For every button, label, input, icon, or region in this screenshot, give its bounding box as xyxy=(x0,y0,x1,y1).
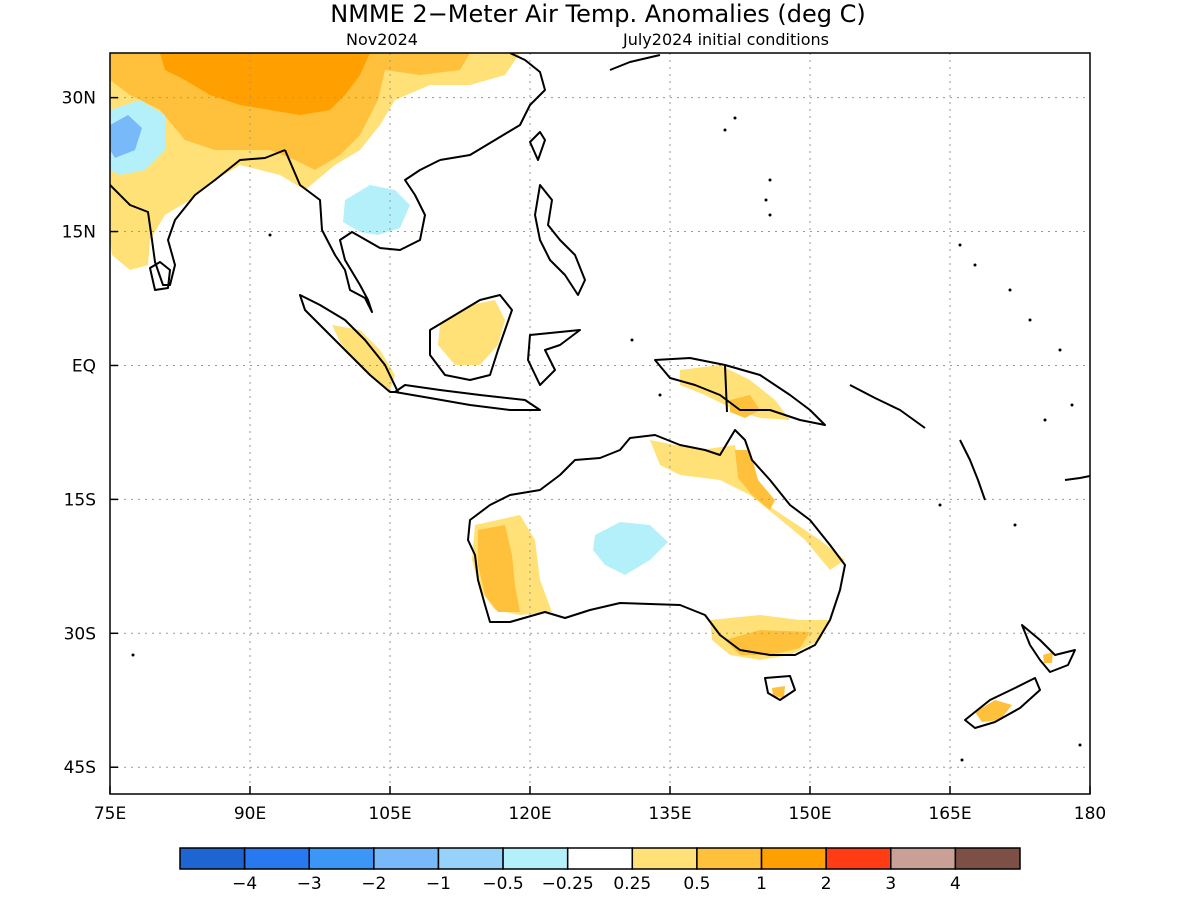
map-frame xyxy=(109,52,1091,795)
colorbar-swatch xyxy=(890,847,957,870)
map-subtitle-right: July2024 initial conditions xyxy=(622,30,829,49)
colorbar: −4 −3 −2 −1 −0.5 −0.25 0.25 0.5 1 2 3 4 xyxy=(179,847,1021,894)
y-tick-label: 30N xyxy=(62,89,96,109)
coastlines xyxy=(110,53,1090,729)
colorbar-label: 4 xyxy=(950,874,961,894)
colorbar-swatch xyxy=(502,847,569,870)
map-subtitle-left: Nov2024 xyxy=(346,30,418,49)
colorbar-label: 2 xyxy=(821,874,832,894)
colorbar-swatch xyxy=(954,847,1021,870)
colorbar-swatch xyxy=(243,847,310,870)
anomaly-region-aus-queensland xyxy=(735,450,775,510)
y-tick-label: 15N xyxy=(62,223,96,243)
coastline-india xyxy=(110,149,286,286)
y-tick-label: EQ xyxy=(72,356,96,376)
anomaly-region-tibet-deep xyxy=(160,53,370,115)
coastline-sri-lanka xyxy=(149,261,171,291)
border-new-guinea xyxy=(724,364,728,413)
coastline-china xyxy=(439,53,546,161)
x-tick-label: 135E xyxy=(648,804,691,824)
map-gridlines xyxy=(110,53,1090,794)
colorbar-label: −2 xyxy=(361,874,386,894)
anomaly-region-new-guinea xyxy=(680,365,790,420)
coastline-fiji xyxy=(1064,475,1090,481)
colorbar-label: 0.25 xyxy=(613,874,651,894)
coastline-solomon-islands xyxy=(849,384,926,429)
colorbar-swatch xyxy=(308,847,375,870)
coastline-japan xyxy=(609,54,661,71)
coastline-new-zealand-south xyxy=(964,677,1041,729)
coastline-australia xyxy=(467,429,846,656)
colorbar-swatch xyxy=(760,847,827,870)
colorbar-swatch xyxy=(437,847,504,870)
colorbar-label: −3 xyxy=(297,874,322,894)
x-tick-label: 105E xyxy=(368,804,411,824)
anomaly-region-cool-west-core xyxy=(110,115,142,158)
anomaly-region-aus-north xyxy=(650,440,845,570)
x-tick-label: 75E xyxy=(94,804,126,824)
anomaly-region-aus-west xyxy=(478,525,520,612)
y-tick-label: 45S xyxy=(64,758,96,778)
anomaly-region-new-zealand xyxy=(975,700,1012,722)
coastline-java xyxy=(394,384,541,411)
anomaly-region-aus-cool xyxy=(593,522,668,575)
colorbar-swatch xyxy=(566,847,634,870)
plot-area xyxy=(110,53,1090,794)
colorbar-swatch xyxy=(631,847,698,870)
coastline-philippines xyxy=(534,184,586,296)
coastline-new-zealand-north xyxy=(1021,624,1076,673)
y-tick-label: 15S xyxy=(64,490,96,510)
x-tick-label: 90E xyxy=(234,804,266,824)
anomaly-region-tasmania xyxy=(772,686,785,698)
coastline-sulawesi xyxy=(527,329,581,386)
coastline-borneo xyxy=(429,294,513,381)
colorbar-swatch xyxy=(373,847,440,870)
coastline-taiwan xyxy=(529,131,546,161)
colorbar-label: −4 xyxy=(232,874,257,894)
colorbar-swatch xyxy=(179,847,246,870)
x-tick-label: 165E xyxy=(928,804,971,824)
island-dots xyxy=(131,116,1082,762)
anomaly-region-new-guinea-core xyxy=(730,395,760,418)
anomaly-region-new-zealand-north xyxy=(1043,652,1053,663)
colorbar-label: 3 xyxy=(885,874,896,894)
anomaly-region-cool-indochina xyxy=(343,185,410,235)
colorbar-swatch xyxy=(825,847,892,870)
x-tick-label: 120E xyxy=(508,804,551,824)
colorbar-label: −1 xyxy=(426,874,451,894)
coastline-new-guinea xyxy=(654,357,826,426)
y-tick-label: 30S xyxy=(64,624,96,644)
anomaly-shading xyxy=(110,53,1053,722)
coastline-vanuatu xyxy=(959,439,986,501)
colorbar-label: −0.5 xyxy=(482,874,523,894)
x-tick-label: 150E xyxy=(788,804,831,824)
colorbar-label: −0.25 xyxy=(542,874,594,894)
colorbar-swatch xyxy=(696,847,763,870)
coastline-indochina xyxy=(284,149,441,313)
x-tick-label: 180 xyxy=(1074,804,1106,824)
anomaly-region-aus-southeast-core xyxy=(725,630,810,655)
anomaly-region-sumatra xyxy=(332,325,395,390)
colorbar-label: 0.5 xyxy=(683,874,710,894)
map-axes: 75E 90E 105E 120E 135E 150E 165E 180 30N 15N EQ 15S… xyxy=(62,89,1107,824)
coastline-tasmania xyxy=(764,675,796,701)
map-title: NMME 2−Meter Air Temp. Anomalies (deg C) xyxy=(330,0,865,28)
colorbar-label: 1 xyxy=(756,874,767,894)
